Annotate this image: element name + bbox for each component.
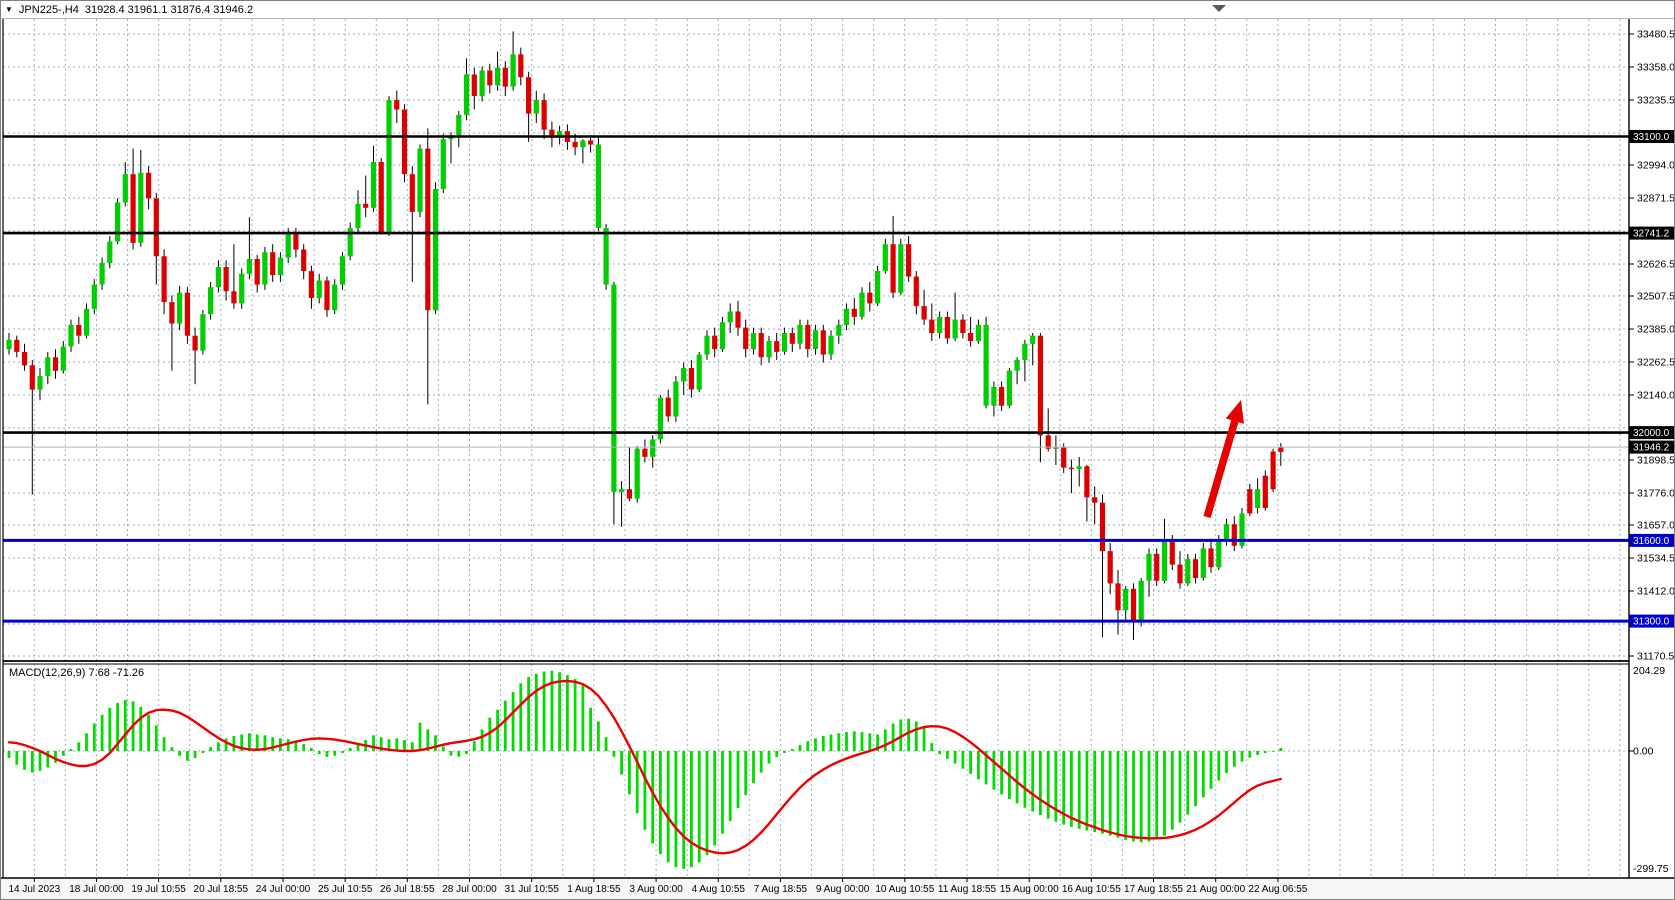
- svg-text:32741.2: 32741.2: [1633, 229, 1670, 240]
- svg-text:204.29: 204.29: [1633, 665, 1665, 677]
- svg-text:25 Jul 10:55: 25 Jul 10:55: [318, 884, 373, 895]
- time-axis-strip[interactable]: [1, 878, 1675, 900]
- chart-title-bar: ▼ JPN225-,H4 31928.4 31961.1 31876.4 319…: [5, 4, 253, 16]
- price-level-badges: 33100.0 32741.2 32000.0 31946.2 31600.0 31300…: [1629, 130, 1674, 628]
- macd-indicator-label: MACD(12,26,9) 7.68 -71.26: [9, 667, 145, 679]
- macd-signal-line: [7, 679, 1283, 855]
- svg-text:32262.5: 32262.5: [1637, 357, 1675, 369]
- chart-shift-marker-icon[interactable]: [1212, 5, 1226, 12]
- svg-text:32385.0: 32385.0: [1637, 324, 1675, 336]
- svg-text:31300.0: 31300.0: [1633, 617, 1670, 628]
- svg-text:28 Jul 00:00: 28 Jul 00:00: [442, 884, 497, 895]
- macd-axis-labels[interactable]: 204.29 0.00 -299.75: [1629, 665, 1669, 875]
- svg-text:33235.5: 33235.5: [1637, 95, 1675, 107]
- svg-text:26 Jul 18:55: 26 Jul 18:55: [380, 884, 435, 895]
- svg-text:1 Aug 18:55: 1 Aug 18:55: [567, 884, 621, 895]
- svg-text:22 Aug 06:55: 22 Aug 06:55: [1248, 884, 1307, 895]
- svg-text:31946.2: 31946.2: [1633, 443, 1670, 454]
- vertical-gridlines: [33, 19, 1621, 878]
- svg-text:31776.0: 31776.0: [1637, 488, 1675, 500]
- svg-text:24 Jul 00:00: 24 Jul 00:00: [256, 884, 311, 895]
- svg-text:32507.5: 32507.5: [1637, 291, 1675, 303]
- svg-text:0.00: 0.00: [1633, 746, 1654, 758]
- svg-text:31898.5: 31898.5: [1637, 455, 1675, 467]
- annotation-arrow[interactable]: [1203, 400, 1244, 519]
- svg-text:32140.0: 32140.0: [1637, 390, 1675, 402]
- horizontal-level-lines[interactable]: [3, 135, 1629, 623]
- svg-text:7 Aug 18:55: 7 Aug 18:55: [754, 884, 808, 895]
- svg-text:-299.75: -299.75: [1633, 863, 1669, 875]
- svg-text:21 Aug 00:00: 21 Aug 00:00: [1186, 884, 1245, 895]
- svg-text:19 Jul 10:55: 19 Jul 10:55: [131, 884, 186, 895]
- svg-text:31170.5: 31170.5: [1637, 651, 1674, 663]
- ohlc-values: 31928.4 31961.1 31876.4 31946.2: [84, 4, 254, 16]
- svg-text:16 Aug 10:55: 16 Aug 10:55: [1062, 884, 1121, 895]
- svg-text:3 Aug 00:00: 3 Aug 00:00: [629, 884, 683, 895]
- symbol-dropdown-icon[interactable]: ▼: [5, 5, 13, 14]
- svg-text:33480.5: 33480.5: [1637, 29, 1675, 41]
- svg-text:31657.0: 31657.0: [1637, 520, 1675, 532]
- candles-series[interactable]: [6, 31, 1284, 640]
- time-axis[interactable]: 14 Jul 2023 18 Jul 00:00 19 Jul 10:55 20 Ju…: [8, 878, 1308, 895]
- svg-text:15 Aug 00:00: 15 Aug 00:00: [1000, 884, 1059, 895]
- svg-text:31600.0: 31600.0: [1633, 536, 1670, 547]
- svg-text:11 Aug 18:55: 11 Aug 18:55: [938, 884, 997, 895]
- svg-text:33100.0: 33100.0: [1633, 132, 1670, 143]
- price-axis[interactable]: 33480.5 33358.0 33235.5 32994.0 32871.5 32626…: [1629, 29, 1675, 663]
- svg-text:31534.5: 31534.5: [1637, 553, 1675, 565]
- svg-text:20 Jul 18:55: 20 Jul 18:55: [194, 884, 249, 895]
- svg-text:18 Jul 00:00: 18 Jul 00:00: [69, 884, 124, 895]
- svg-text:4 Aug 10:55: 4 Aug 10:55: [692, 884, 746, 895]
- horizontal-gridlines: [3, 33, 1629, 657]
- svg-text:31412.0: 31412.0: [1637, 586, 1675, 598]
- svg-text:10 Aug 10:55: 10 Aug 10:55: [875, 884, 934, 895]
- svg-text:14 Jul 2023: 14 Jul 2023: [8, 884, 60, 895]
- svg-text:17 Aug 18:55: 17 Aug 18:55: [1124, 884, 1183, 895]
- svg-text:32994.0: 32994.0: [1637, 160, 1675, 172]
- svg-text:32626.5: 32626.5: [1637, 259, 1675, 271]
- svg-text:32871.5: 32871.5: [1637, 193, 1675, 205]
- symbol-period-label: JPN225-,H4: [18, 4, 79, 16]
- svg-text:9 Aug 00:00: 9 Aug 00:00: [816, 884, 870, 895]
- svg-text:33358.0: 33358.0: [1637, 62, 1675, 74]
- svg-text:31 Jul 10:55: 31 Jul 10:55: [504, 884, 559, 895]
- svg-text:32000.0: 32000.0: [1633, 428, 1670, 439]
